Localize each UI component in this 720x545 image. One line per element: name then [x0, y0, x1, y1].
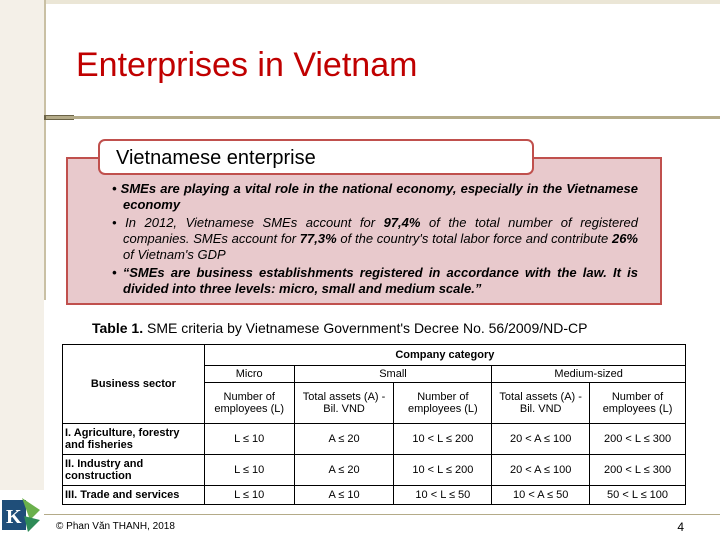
bullet-list: • SMEs are playing a vital role in the n… — [112, 181, 638, 299]
subheader-cell: Number of employees (L) — [393, 382, 493, 424]
bullet-1: • SMEs are playing a vital role in the n… — [112, 181, 638, 212]
bullet-2-value-2: 77,3% — [299, 231, 337, 246]
level-small: Small — [293, 365, 493, 383]
bullet-2-value-1: 97,4% — [383, 215, 421, 230]
bullet-2-value-3: 26% — [611, 231, 638, 246]
page-number: 4 — [677, 520, 684, 534]
bullet-2-text-b: of the total number of registered compan… — [123, 215, 638, 246]
table-cell: L ≤ 10 — [203, 423, 295, 455]
business-sector-label: Business sector — [90, 378, 176, 390]
table-row: III. Trade and services L ≤ 10 A ≤ 10 10… — [62, 485, 686, 505]
sme-criteria-table: Business sector Company category Micro S… — [62, 344, 687, 505]
table-cell: A ≤ 10 — [293, 485, 395, 505]
business-sector-header: Business sector — [62, 344, 205, 424]
subheader-cell: Number of employees (L) — [589, 382, 686, 424]
level-micro: Micro — [203, 365, 295, 383]
bullet-2: • In 2012, Vietnamese SMEs account for 9… — [112, 215, 638, 263]
table-caption-label: Table 1. — [92, 320, 144, 336]
subheader-cell: Total assets (A) - Bil. VND — [293, 382, 395, 424]
table-row: Business sector Company category — [62, 344, 687, 424]
level-medium: Medium-sized — [491, 365, 686, 383]
table-cell: A ≤ 20 — [293, 423, 395, 455]
table-cell: L ≤ 10 — [203, 454, 295, 486]
bullet-3: • “SMEs are business establishments regi… — [112, 265, 638, 296]
row-sector: II. Industry and construction — [62, 454, 205, 486]
left-decor-bar — [0, 0, 44, 540]
table-row: I. Agriculture, forestry and fisheries L… — [62, 423, 686, 455]
footer-copyright: © Phan Văn THANH, 2018 — [56, 521, 175, 532]
table-cell: 200 < L ≤ 300 — [589, 454, 686, 486]
slide-title: Enterprises in Vietnam — [76, 46, 418, 84]
table-cell: A ≤ 20 — [293, 454, 395, 486]
table-cell: 10 < L ≤ 200 — [393, 454, 493, 486]
table-row: II. Industry and construction L ≤ 10 A ≤… — [62, 454, 686, 486]
logo-letter: K — [6, 506, 22, 528]
logo: K — [0, 490, 44, 540]
table-cell: 200 < L ≤ 300 — [589, 423, 686, 455]
top-rule — [0, 0, 720, 4]
table-caption-text: SME criteria by Vietnamese Government's … — [143, 320, 588, 336]
table-cell: 50 < L ≤ 100 — [589, 485, 686, 505]
table-cell: L ≤ 10 — [203, 485, 295, 505]
table-cell: 20 < A ≤ 100 — [491, 454, 591, 486]
logo-mark-icon: K — [2, 498, 40, 532]
company-category-header: Company category — [203, 344, 687, 366]
bullet-2-text-d: of Vietnam's GDP — [123, 247, 226, 262]
left-decor-rule — [44, 0, 46, 300]
subheader-cell: Number of employees (L) — [203, 382, 295, 424]
row-sector: III. Trade and services — [62, 485, 205, 505]
table-cell: 20 < A ≤ 100 — [491, 423, 591, 455]
title-rule — [46, 116, 720, 119]
content-box — [66, 157, 662, 305]
table-caption: Table 1. SME criteria by Vietnamese Gove… — [92, 320, 587, 336]
table-cell: 10 < L ≤ 50 — [393, 485, 493, 505]
row-sector: I. Agriculture, forestry and fisheries — [62, 423, 205, 455]
bottom-rule — [44, 514, 720, 515]
section-heading: Vietnamese enterprise — [116, 147, 316, 169]
subheader-cell: Total assets (A) - Bil. VND — [491, 382, 591, 424]
heading-box: Vietnamese enterprise — [98, 139, 534, 175]
bullet-2-text-a: • In 2012, Vietnamese SMEs account for — [112, 215, 384, 230]
table-cell: 10 < A ≤ 50 — [491, 485, 591, 505]
bullet-2-text-c: of the country's total labor force and c… — [336, 231, 612, 246]
table-cell: 10 < L ≤ 200 — [393, 423, 493, 455]
